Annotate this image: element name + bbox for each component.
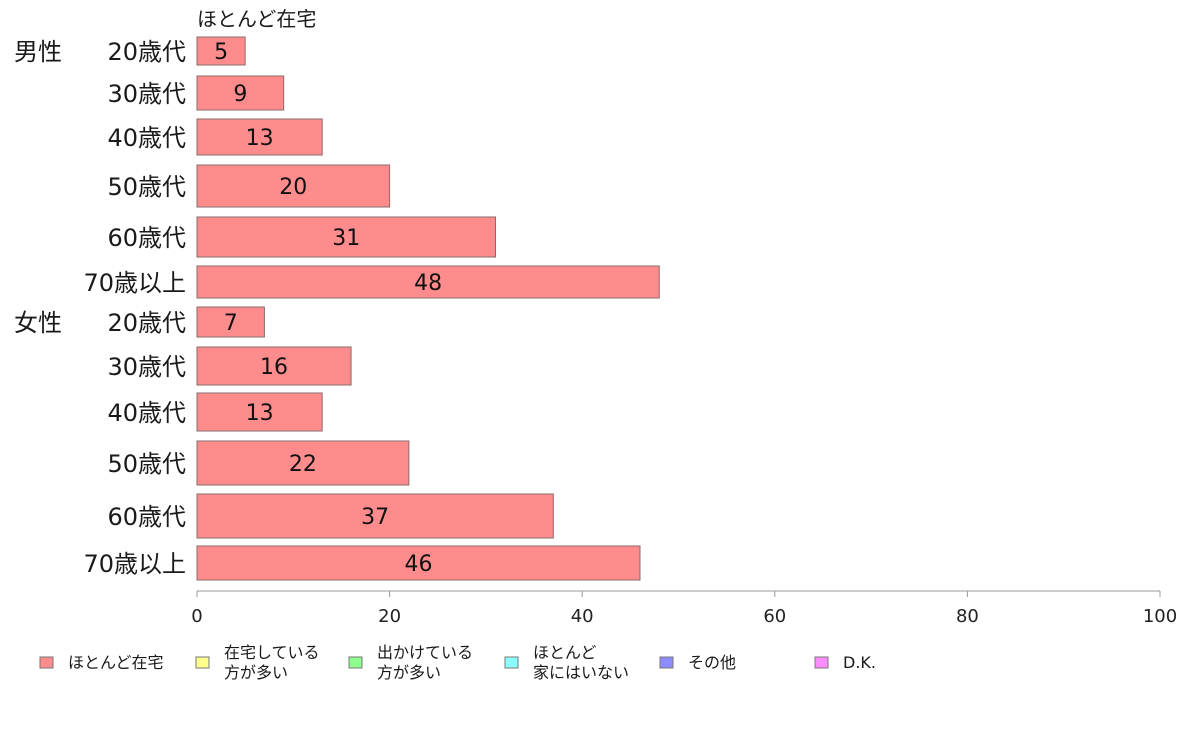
category-label: 40歳代 — [107, 399, 186, 427]
bar — [196, 36, 246, 66]
x-tick-label: 100 — [1143, 606, 1177, 627]
bar — [196, 265, 660, 299]
legend-label: その他 — [688, 653, 736, 672]
category-label: 30歳代 — [107, 353, 186, 381]
bar — [196, 216, 497, 258]
legend-label: 出かけている — [377, 643, 473, 662]
legend-label: 在宅している — [224, 643, 320, 662]
legend-label: ほとんど在宅 — [68, 653, 164, 672]
legend-swatch — [659, 656, 674, 669]
x-tick-label: 40 — [571, 606, 594, 627]
group-label: 男性 — [14, 38, 62, 66]
category-label: 60歳代 — [107, 503, 186, 531]
bar-value-label: 16 — [260, 355, 288, 380]
legend-swatch — [814, 656, 829, 669]
bar — [196, 164, 391, 208]
legend-label: 方が多い — [224, 663, 288, 682]
legend-label: 方が多い — [377, 663, 441, 682]
bar — [196, 75, 285, 111]
legend-label: 家にはいない — [533, 663, 629, 682]
category-label: 20歳代 — [107, 38, 186, 66]
category-label: 70歳以上 — [83, 269, 186, 297]
category-label: 30歳代 — [107, 80, 186, 108]
bar — [196, 346, 352, 386]
group-label: 女性 — [14, 309, 62, 337]
bar-value-label: 37 — [361, 505, 389, 530]
bar — [196, 493, 554, 539]
category-label: 20歳代 — [107, 309, 186, 337]
x-tick-label: 80 — [956, 606, 979, 627]
x-tick-label: 20 — [378, 606, 401, 627]
bar-value-label: 13 — [246, 126, 274, 151]
bar-value-label: 13 — [246, 401, 274, 426]
category-label: 50歳代 — [107, 450, 186, 478]
legend-swatch — [504, 656, 519, 669]
x-tick-label: 60 — [763, 606, 786, 627]
bar — [196, 545, 641, 581]
legend-swatch — [195, 656, 210, 669]
x-tick-label: 0 — [191, 606, 202, 627]
legend-label: D.K. — [843, 653, 876, 672]
category-label: 60歳代 — [107, 224, 186, 252]
bar-value-label: 5 — [214, 40, 228, 65]
bar-value-label: 7 — [224, 311, 238, 336]
bar-value-label: 22 — [289, 452, 317, 477]
legend-swatch — [39, 656, 54, 669]
category-label: 70歳以上 — [83, 550, 186, 578]
bar-value-label: 46 — [404, 552, 432, 577]
bar-value-label: 48 — [414, 271, 442, 296]
legend-label: ほとんど — [533, 643, 597, 662]
category-label: 40歳代 — [107, 124, 186, 152]
bar-value-label: 20 — [279, 175, 307, 200]
legend-swatch — [348, 656, 363, 669]
bar-value-label: 31 — [332, 226, 360, 251]
bar — [196, 306, 265, 338]
bar — [196, 118, 323, 156]
bar — [196, 392, 323, 432]
series-top-label: ほとんど在宅 — [197, 7, 316, 31]
bar — [196, 440, 410, 486]
bar-value-label: 9 — [233, 82, 247, 107]
category-label: 50歳代 — [107, 173, 186, 201]
